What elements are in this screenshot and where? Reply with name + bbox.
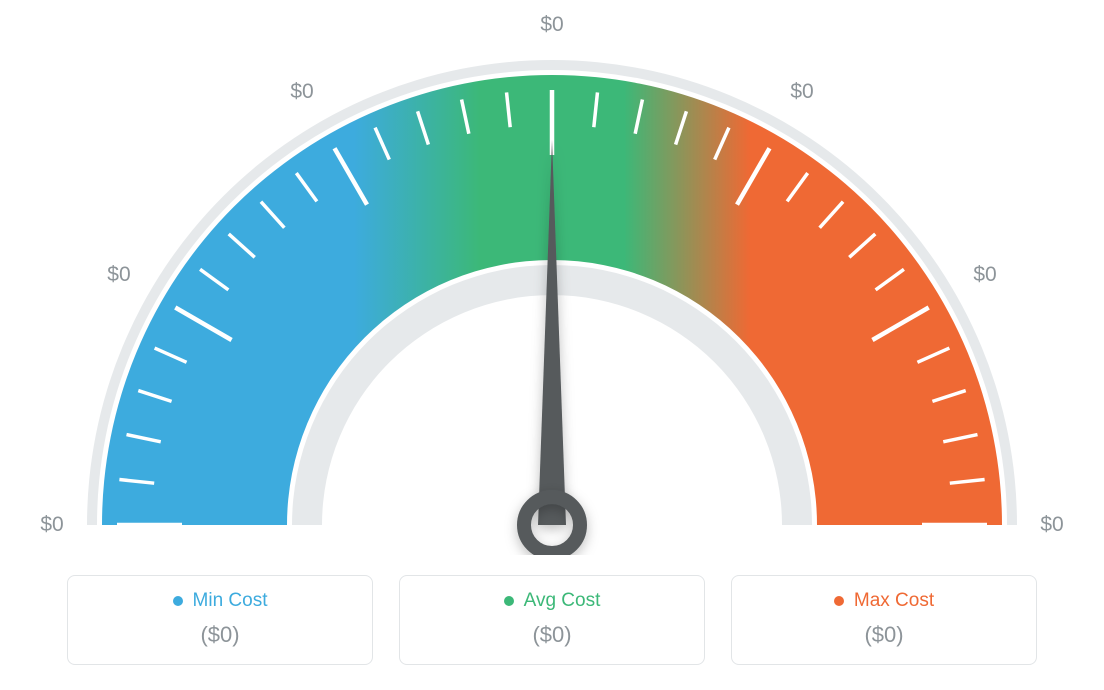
legend-card-avg: Avg Cost ($0) [399, 575, 705, 665]
gauge-svg [0, 0, 1104, 555]
legend-title-max: Max Cost [834, 590, 934, 612]
legend-value-avg: ($0) [400, 622, 704, 648]
legend-row: Min Cost ($0) Avg Cost ($0) Max Cost ($0… [0, 575, 1104, 665]
gauge-tick-label: $0 [1040, 513, 1063, 537]
legend-value-max: ($0) [732, 622, 1036, 648]
legend-value-min: ($0) [68, 622, 372, 648]
legend-dot-avg [504, 596, 514, 606]
legend-title-min: Min Cost [173, 590, 268, 612]
gauge-tick-label: $0 [40, 513, 63, 537]
gauge-tick-label: $0 [973, 263, 996, 287]
legend-dot-min [173, 596, 183, 606]
legend-label-max: Max Cost [854, 590, 934, 612]
gauge-tick-label: $0 [790, 80, 813, 104]
legend-dot-max [834, 596, 844, 606]
gauge-tick-label: $0 [540, 13, 563, 37]
legend-label-avg: Avg Cost [524, 590, 601, 612]
legend-title-avg: Avg Cost [504, 590, 601, 612]
legend-label-min: Min Cost [193, 590, 268, 612]
gauge-tick-label: $0 [107, 263, 130, 287]
gauge-chart: $0 $0 $0 $0 $0 $0 $0 [0, 0, 1104, 555]
legend-card-max: Max Cost ($0) [731, 575, 1037, 665]
legend-card-min: Min Cost ($0) [67, 575, 373, 665]
gauge-tick-label: $0 [290, 80, 313, 104]
